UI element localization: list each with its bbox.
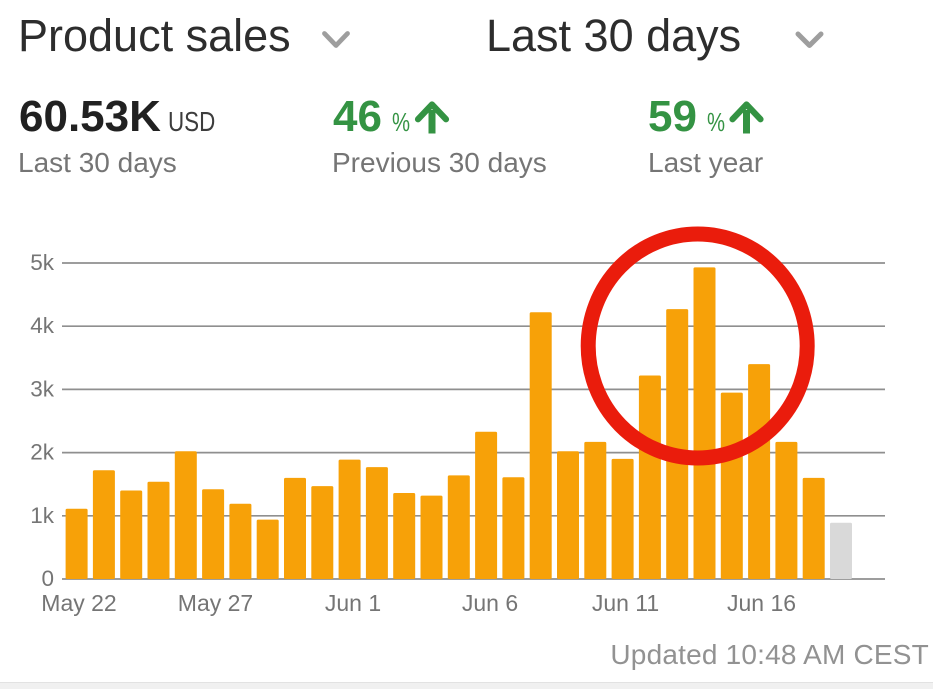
svg-text:May 27: May 27	[178, 590, 253, 616]
svg-text:Updated 10:48 AM CEST: Updated 10:48 AM CEST	[610, 639, 929, 670]
svg-text:Jun 16: Jun 16	[727, 590, 796, 616]
svg-text:1k: 1k	[30, 503, 55, 528]
svg-text:3k: 3k	[30, 376, 55, 401]
svg-text:Jun 11: Jun 11	[592, 590, 659, 616]
svg-text:Jun 1: Jun 1	[325, 590, 381, 616]
svg-text:2k: 2k	[30, 440, 55, 465]
svg-text:4k: 4k	[30, 313, 55, 338]
svg-text:0: 0	[41, 566, 54, 591]
svg-text:5k: 5k	[30, 250, 55, 275]
svg-text:May 22: May 22	[41, 590, 116, 616]
svg-text:Jun 6: Jun 6	[462, 590, 518, 616]
